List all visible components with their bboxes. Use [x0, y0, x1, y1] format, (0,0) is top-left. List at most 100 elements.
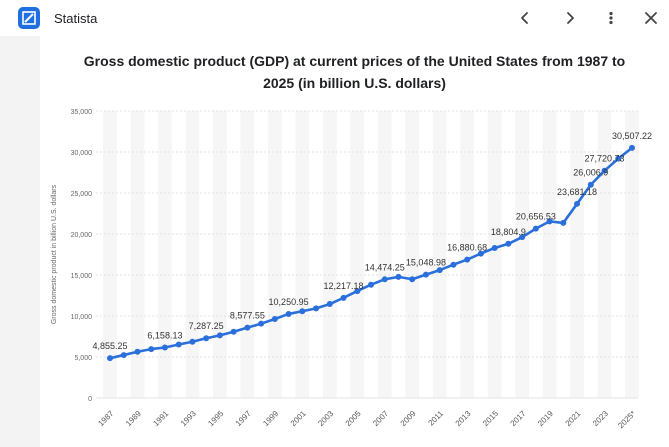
data-label: 12,217.18 [324, 281, 364, 291]
chevron-left-icon [521, 12, 528, 24]
data-point [574, 200, 581, 207]
plot-band [405, 111, 420, 398]
data-label: 15,048.98 [406, 258, 446, 268]
y-tick-label: 15,000 [71, 273, 93, 280]
x-tick-label: 2025* [616, 409, 637, 430]
x-tick-label: 2023 [591, 409, 610, 428]
data-point [505, 240, 512, 247]
y-tick-label: 5,000 [74, 355, 92, 362]
back-button[interactable] [511, 4, 539, 32]
data-point [615, 155, 622, 162]
data-point [258, 320, 265, 327]
data-label: 16,880.68 [447, 243, 487, 253]
data-label: 14,474.25 [365, 262, 405, 272]
data-label: 4,855.25 [92, 341, 127, 351]
y-tick-label: 10,000 [71, 314, 93, 321]
x-tick-label: 2015 [481, 409, 500, 428]
data-point [464, 256, 471, 263]
plot-band [487, 111, 502, 398]
data-label: 30,507.22 [612, 131, 652, 141]
data-point [134, 348, 141, 355]
plot-band [130, 111, 145, 398]
data-point [326, 301, 333, 308]
y-tick-label: 30,000 [71, 150, 93, 157]
data-point [587, 181, 594, 188]
plot-band [158, 111, 172, 398]
data-point [381, 276, 388, 283]
statista-logo-icon [18, 7, 40, 29]
data-point [422, 271, 429, 278]
x-tick-label: 2011 [427, 409, 446, 428]
data-point [436, 267, 443, 274]
plot-band [295, 111, 310, 398]
y-tick-label: 35,000 [71, 109, 93, 116]
data-point [491, 244, 498, 251]
data-label: 26,006.9 [573, 168, 608, 178]
app-title: Statista [54, 10, 98, 26]
plot-band [625, 111, 639, 398]
data-label: 18,804.9 [491, 227, 526, 237]
plot-band [185, 111, 200, 398]
data-point [368, 281, 374, 288]
data-point [161, 344, 168, 351]
plot-band [322, 111, 337, 398]
data-point [601, 167, 608, 174]
x-tick-label: 1989 [124, 409, 143, 428]
chevron-right-icon [567, 12, 574, 24]
data-point [216, 332, 223, 339]
x-tick-label: 2007 [371, 409, 390, 428]
data-point [244, 324, 251, 331]
forward-button[interactable] [556, 4, 584, 32]
data-point [340, 294, 347, 301]
x-tick-label: 1987 [96, 409, 115, 428]
plot-band [597, 111, 612, 398]
x-tick-label: 1995 [206, 409, 225, 428]
plot-band [267, 111, 282, 398]
data-point [519, 234, 526, 241]
x-tick-label: 1993 [179, 409, 198, 428]
close-button[interactable] [637, 4, 665, 32]
data-label: 10,250.95 [269, 297, 309, 307]
data-point [107, 355, 113, 362]
chart-title: Gross domestic product (GDP) at current … [40, 50, 669, 94]
data-point [148, 346, 155, 353]
y-tick-label: 25,000 [71, 191, 93, 198]
data-point [354, 288, 361, 295]
plot-band [570, 111, 584, 398]
data-point [203, 335, 210, 342]
x-tick-label: 2019 [536, 409, 555, 428]
chart-title-line-1: Gross domestic product (GDP) at current … [83, 53, 626, 69]
plot-band [432, 111, 447, 398]
x-tick-label: 2001 [289, 409, 308, 428]
chart-title-line-2: 2025 (in billion U.S. dollars) [263, 75, 446, 91]
y-axis-title: Gross domestic product in billion U.S. d… [51, 184, 58, 324]
data-label: 23,681.18 [557, 187, 597, 197]
data-label: 8,577.55 [230, 311, 265, 321]
data-point [271, 316, 278, 323]
data-point [189, 338, 196, 345]
data-point [450, 261, 457, 268]
data-point [629, 144, 635, 151]
data-label: 7,287.25 [189, 321, 224, 331]
more-options-button[interactable] [597, 4, 625, 32]
data-point [285, 310, 292, 317]
data-point [395, 273, 402, 280]
plot-band [350, 111, 365, 398]
data-point [230, 328, 237, 335]
app-top-bar: Statista [0, 0, 669, 36]
x-tick-label: 2005 [344, 409, 363, 428]
data-point [532, 225, 539, 232]
y-tick-label: 20,000 [71, 232, 93, 239]
x-tick-label: 2017 [509, 409, 528, 428]
plot-band [240, 111, 255, 398]
plot-band [542, 111, 557, 398]
data-point [409, 276, 416, 283]
x-tick-label: 2009 [399, 409, 418, 428]
x-tick-label: 1997 [234, 409, 253, 428]
data-label: 6,158.13 [147, 331, 182, 341]
x-tick-label: 2013 [454, 409, 473, 428]
x-tick-label: 1999 [261, 409, 280, 428]
close-icon [645, 12, 657, 24]
plot-band [515, 111, 529, 398]
